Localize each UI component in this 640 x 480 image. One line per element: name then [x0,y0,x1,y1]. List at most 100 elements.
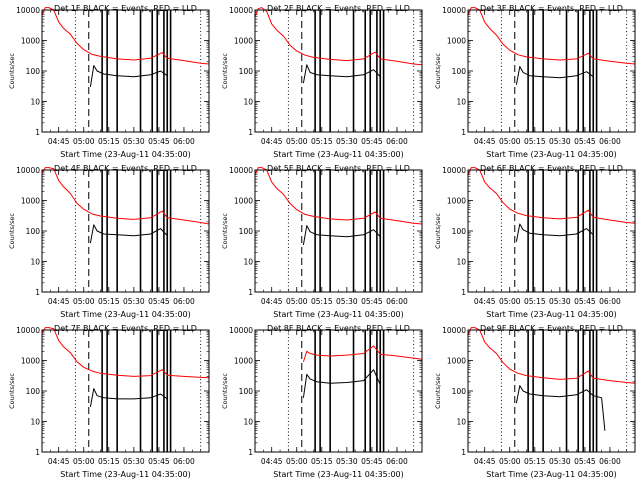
plot-frame [41,9,210,133]
y-tick-label: 1 [248,128,253,137]
x-tick-label: 05:00 [73,457,95,466]
y-tick-label: 10 [243,98,253,107]
x-tick-label: 05:45 [361,457,383,466]
chart-panel: Det 2F BLACK = Events, RED = LLD Counts/s… [221,4,423,159]
x-tick-label: 06:00 [599,457,621,466]
y-axis-label: Counts/sec [8,213,16,249]
x-axis-label: Start Time (23-Aug-11 04:35:00) [486,470,617,479]
x-tick-label: 05:30 [336,297,358,306]
x-axis-label: Start Time (23-Aug-11 04:35:00) [60,150,191,159]
x-tick-label: 05:30 [549,137,571,146]
x-tick-label: 05:15 [98,137,120,146]
y-tick-label: 100 [239,387,254,396]
plot-frame [467,9,636,133]
x-tick-label: 05:45 [361,297,383,306]
y-axis-label: Counts/sec [221,373,229,409]
y-tick-label: 10 [30,98,40,107]
y-tick-label: 10000 [229,6,253,15]
events-series-line [302,225,381,245]
x-tick-label: 05:00 [286,297,308,306]
y-axis-label: Counts/sec [8,373,16,409]
x-tick-label: 05:30 [123,137,145,146]
lld-series-line [41,167,210,225]
x-tick-label: 05:30 [123,457,145,466]
lld-series-line [41,7,210,65]
x-axis-label: Start Time (23-Aug-11 04:35:00) [60,310,191,319]
y-tick-label: 100 [452,67,467,76]
x-axis-label: Start Time (23-Aug-11 04:35:00) [486,150,617,159]
x-tick-label: 05:45 [574,297,596,306]
plot-frame [41,329,210,453]
events-series-line [89,224,168,244]
events-series-line [515,223,594,242]
y-tick-label: 1 [248,288,253,297]
x-tick-label: 05:00 [73,137,95,146]
y-tick-label: 1000 [21,37,40,46]
y-tick-label: 10 [30,258,40,267]
x-tick-label: 05:00 [499,137,521,146]
y-tick-label: 10000 [229,326,253,335]
x-tick-label: 05:30 [549,297,571,306]
y-tick-label: 1 [461,448,466,457]
y-tick-label: 10 [456,258,466,267]
y-tick-label: 1000 [447,197,466,206]
y-tick-label: 10000 [16,166,40,175]
chart-panel: Det 7F BLACK = Events, RED = LLD Counts/s… [8,324,210,479]
x-tick-label: 05:15 [524,137,546,146]
chart-panel: Det 1F BLACK = Events, RED = LLD Counts/s… [8,4,210,159]
y-tick-label: 1000 [447,37,466,46]
x-tick-label: 06:00 [386,297,408,306]
y-tick-label: 1000 [447,357,466,366]
lld-series-line [302,345,423,363]
chart-panel: Det 8F BLACK = Events, RED = LLD Counts/s… [221,324,423,479]
events-series-line [302,64,381,84]
plot-frame [467,329,636,453]
chart-panel: Det 9F BLACK = Events, RED = LLD Counts/s… [434,324,636,479]
y-tick-label: 1000 [21,357,40,366]
lld-series-line [467,327,636,384]
y-tick-label: 100 [452,387,467,396]
x-tick-label: 06:00 [386,457,408,466]
plot-frame [254,9,423,133]
x-tick-label: 05:00 [286,137,308,146]
events-series-line [515,66,594,85]
y-axis-label: Counts/sec [221,213,229,249]
chart-title: Det 2F BLACK = Events, RED = LLD [267,4,410,13]
x-tick-label: 05:15 [524,457,546,466]
plot-frame [254,169,423,293]
y-tick-label: 10 [243,418,253,427]
x-tick-label: 04:45 [474,297,496,306]
x-tick-label: 04:45 [48,297,70,306]
x-tick-label: 05:00 [499,457,521,466]
chart-panel: Det 6F BLACK = Events, RED = LLD Counts/s… [434,164,636,319]
x-tick-label: 06:00 [599,137,621,146]
x-tick-label: 06:00 [173,297,195,306]
x-tick-label: 05:45 [148,297,170,306]
x-axis-label: Start Time (23-Aug-11 04:35:00) [486,310,617,319]
x-tick-label: 05:45 [361,137,383,146]
x-tick-label: 06:00 [173,457,195,466]
y-tick-label: 1 [461,288,466,297]
x-tick-label: 05:15 [524,297,546,306]
x-axis-label: Start Time (23-Aug-11 04:35:00) [60,470,191,479]
events-series-line [89,388,168,407]
x-tick-label: 06:00 [599,297,621,306]
y-tick-label: 10000 [442,326,466,335]
x-tick-label: 05:15 [98,457,120,466]
x-tick-label: 06:00 [386,137,408,146]
y-tick-label: 100 [239,227,254,236]
lld-series-line [467,7,636,65]
y-tick-label: 100 [452,227,467,236]
events-series-line [89,65,168,87]
events-series-line [302,369,381,398]
chart-title: Det 8F BLACK = Events, RED = LLD [267,324,410,333]
lld-series-line [467,167,636,224]
y-tick-label: 1 [248,448,253,457]
events-series-line [515,385,606,431]
x-tick-label: 04:45 [48,137,70,146]
y-tick-label: 1 [461,128,466,137]
y-tick-label: 100 [26,67,41,76]
x-tick-label: 05:45 [148,137,170,146]
y-axis-label: Counts/sec [434,373,442,409]
